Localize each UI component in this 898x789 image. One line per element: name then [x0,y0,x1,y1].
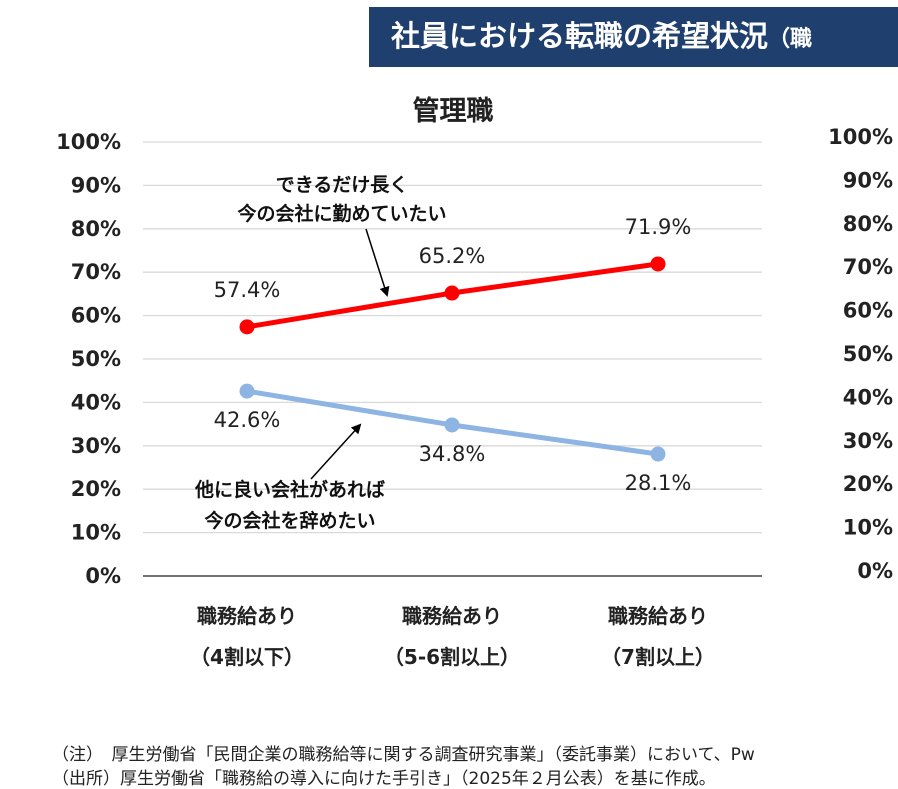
header-title-suffix: （職 [768,27,813,52]
x-category-label: 職務給あり [402,604,502,628]
x-category-label: 職務給あり [608,604,708,628]
annotation-leave-line2: 今の会社を辞めたい [203,509,375,532]
x-category-sublabel: （7割以上） [601,645,715,669]
x-category-sublabel: （5-6割以上） [384,645,520,669]
y-tick-label: 60% [71,304,121,328]
right-y-tick-label: 50% [843,342,893,366]
annotation-stay-arrow [365,228,390,297]
header-title-text: 社員における転職の希望状況 [391,19,769,53]
annotation-stay-line1: できるだけ長く [276,174,409,196]
data-point [650,446,666,462]
data-label: 57.4% [214,278,281,302]
annotation-leave-arrow [310,423,362,480]
x-category-label: 職務給あり [197,604,297,628]
y-tick-label: 30% [71,434,121,458]
footnote-source: （出所）厚生労働省「職務給の導入に向けた手引き」（2025年２月公表）を基に作成… [52,769,716,789]
right-y-tick-label: 20% [843,472,893,496]
data-label: 71.9% [625,215,692,239]
right-y-tick-label: 90% [843,168,893,192]
right-y-tick-label: 60% [843,299,893,323]
right-y-tick-label: 80% [843,212,893,236]
data-label: 28.1% [625,471,692,495]
data-point [239,319,255,335]
right-y-tick-label: 100% [828,125,893,149]
y-tick-label: 100% [56,130,121,154]
data-point [239,383,255,399]
y-tick-label: 50% [71,347,121,371]
y-tick-label: 20% [71,477,121,501]
line-chart: 管理職 0% 10% 20% 30% 40% 50% 60% 70% 80% 90% 100% 0% 10… [56,96,893,669]
y-tick-label: 80% [71,217,121,241]
chart-title: 管理職 [413,96,494,127]
header-title: 社員における転職の希望状況（職 [391,17,812,59]
right-y-tick-label: 10% [843,516,893,540]
header-bar: 社員における転職の希望状況（職 [369,7,898,67]
data-point [650,256,666,272]
data-label: 34.8% [419,442,486,466]
data-label: 42.6% [214,408,281,432]
right-y-tick-label: 0% [857,559,893,583]
y-tick-label: 90% [71,173,121,197]
footnote-note: （注） 厚生労働省「民間企業の職務給等に関する調査研究事業」（委託事業）において… [52,745,755,765]
right-y-tick-label: 40% [843,385,893,409]
annotation-stay-line2: 今の会社に勤めていたい [236,202,446,225]
y-tick-label: 70% [71,260,121,284]
right-y-tick-label: 70% [843,255,893,279]
right-y-tick-label: 30% [843,429,893,453]
x-category-sublabel: （4割以下） [190,645,304,669]
data-point [444,417,460,433]
annotation-leave-line1: 他に良い会社があれば [194,478,385,501]
data-label: 65.2% [419,244,486,268]
y-tick-label: 10% [71,521,121,545]
y-tick-label: 40% [71,390,121,414]
data-point [444,285,460,301]
y-tick-label: 0% [85,564,121,588]
